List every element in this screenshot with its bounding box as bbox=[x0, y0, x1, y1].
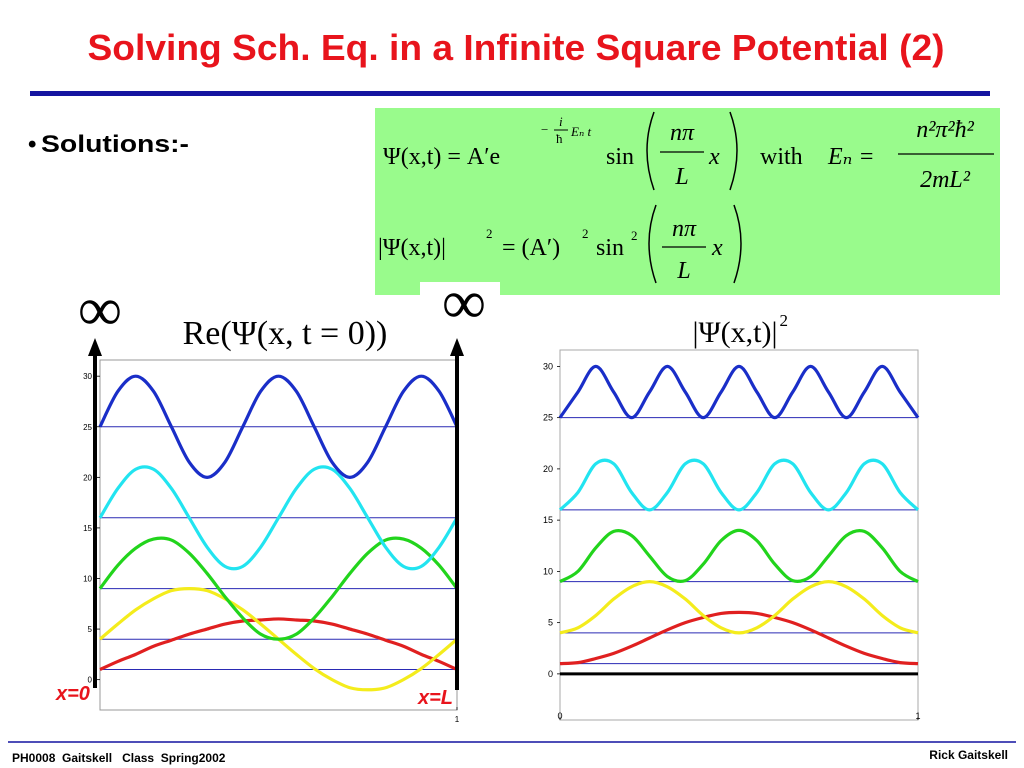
plot-frame bbox=[559, 349, 919, 721]
infinity-symbol: ∞ bbox=[78, 276, 122, 344]
y-tick-label: 10 bbox=[83, 574, 92, 583]
paren bbox=[648, 204, 657, 284]
y-tick-label: 15 bbox=[543, 515, 553, 525]
arrowhead bbox=[88, 338, 102, 356]
eq-text: nπ bbox=[670, 120, 695, 146]
y-tick-label: 20 bbox=[83, 473, 92, 482]
paren bbox=[733, 204, 742, 284]
eq-text: Eₙ = bbox=[827, 144, 875, 170]
eq-text: ħ bbox=[556, 131, 563, 146]
plot-frame bbox=[99, 359, 458, 711]
y-tick-label: 10 bbox=[543, 566, 553, 576]
y-tick-label: 30 bbox=[83, 372, 92, 381]
x-tick-label: 1 bbox=[915, 711, 920, 721]
eq-text: nπ bbox=[672, 216, 697, 242]
chart-title: |Ψ(x,t)| bbox=[693, 316, 778, 349]
paren bbox=[729, 111, 738, 191]
eq-text: |Ψ(x,t)| bbox=[378, 235, 446, 261]
wall-label: x=0 bbox=[55, 683, 90, 705]
y-tick-label: 5 bbox=[548, 618, 553, 628]
eq-text: with bbox=[760, 144, 803, 170]
x-tick-label: 0 bbox=[557, 711, 562, 721]
wave-line bbox=[98, 536, 459, 641]
eq-text: sin bbox=[606, 144, 634, 170]
bullet-dot: • bbox=[28, 131, 36, 158]
paren bbox=[646, 111, 655, 191]
bullet-text: Solutions:- bbox=[41, 131, 189, 158]
chart: 0 5 10 15 20 25 30 0 1 |Ψ(x,t)| 2 bbox=[543, 311, 921, 721]
wave-line bbox=[99, 617, 458, 671]
footer-right: Rick Gaitskell bbox=[929, 748, 1008, 762]
chart: 0 5 10 15 20 25 30 1 Re(Ψ(x, t = 0)) bbox=[83, 315, 460, 724]
notch bbox=[420, 282, 500, 296]
eq-text: x bbox=[708, 144, 720, 170]
wave-line bbox=[559, 610, 919, 666]
wave-line bbox=[98, 465, 459, 571]
y-tick-label: 30 bbox=[543, 361, 553, 371]
eq-text: 2 bbox=[486, 226, 493, 241]
chart-title-exponent: 2 bbox=[779, 311, 788, 330]
arrowhead bbox=[450, 338, 464, 356]
chart-title: Re(Ψ(x, t = 0)) bbox=[183, 315, 388, 352]
eq-text: Ψ(x,t) = A′e bbox=[383, 144, 500, 170]
title-rule bbox=[30, 91, 990, 96]
eq-text: n²π²ħ² bbox=[916, 117, 974, 143]
y-tick-label: 25 bbox=[83, 423, 92, 432]
y-tick-label: 25 bbox=[543, 413, 553, 423]
eq-text: 2mL² bbox=[920, 167, 971, 193]
y-tick-label: 5 bbox=[88, 625, 93, 634]
eq-text: − bbox=[541, 122, 548, 137]
eq-text: L bbox=[676, 258, 690, 284]
eq-text: x bbox=[711, 235, 723, 261]
y-tick-label: 20 bbox=[543, 464, 553, 474]
wave-line bbox=[559, 528, 919, 584]
y-tick-label: 0 bbox=[548, 669, 553, 679]
equation-background bbox=[375, 108, 1000, 295]
eq-text: 2 bbox=[631, 228, 638, 243]
y-tick-label: 0 bbox=[88, 676, 93, 685]
slide-title: Solving Sch. Eq. in a Infinite Square Po… bbox=[88, 27, 945, 68]
wall-label: x=L bbox=[417, 687, 453, 709]
eq-text: L bbox=[674, 164, 688, 190]
eq-text: sin bbox=[596, 235, 624, 261]
eq-text: Eₙ t bbox=[570, 124, 591, 139]
eq-text: = (A′) bbox=[502, 235, 560, 261]
wave-line bbox=[98, 374, 459, 479]
wave-line bbox=[558, 458, 920, 512]
eq-text: i bbox=[559, 114, 563, 129]
footer-left: PH0008 Gaitskell Class Spring2002 bbox=[12, 751, 226, 765]
walls bbox=[88, 338, 464, 690]
wave-line bbox=[559, 580, 919, 635]
wave-line bbox=[558, 364, 920, 420]
eq-text: 2 bbox=[582, 226, 589, 241]
infinity-symbol: ∞ bbox=[442, 269, 486, 337]
equation-box: Ψ(x,t) = A′e − i ħ Eₙ t sin nπ L x with … bbox=[375, 108, 1000, 296]
x-tick-label: 1 bbox=[455, 715, 460, 724]
y-tick-label: 15 bbox=[83, 524, 92, 533]
